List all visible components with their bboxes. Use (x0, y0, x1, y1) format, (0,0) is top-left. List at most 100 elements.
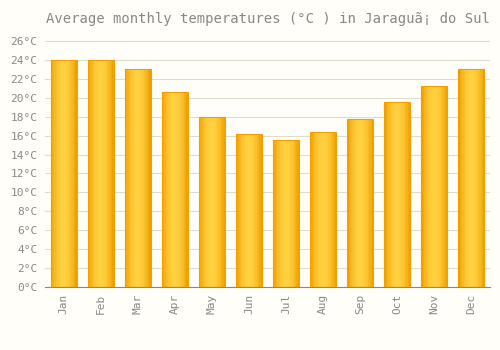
Bar (310, 132, 312, 287)
Bar (128, 69, 130, 287)
Bar (176, 92, 178, 287)
Bar (58, 60, 59, 287)
Bar (405, 103, 406, 287)
Bar (324, 132, 326, 287)
Bar (65, 60, 66, 287)
Bar (327, 132, 328, 287)
Bar (217, 117, 218, 287)
Bar (61, 60, 62, 287)
Bar (480, 69, 482, 287)
Bar (139, 69, 140, 287)
Bar (111, 60, 112, 287)
Bar (332, 132, 334, 287)
Bar (245, 134, 246, 287)
Bar (409, 103, 410, 287)
Bar (360, 119, 362, 287)
Bar (54, 60, 56, 287)
Bar (98, 60, 100, 287)
Bar (260, 134, 262, 287)
Bar (66, 60, 68, 287)
Bar (242, 134, 244, 287)
Bar (335, 132, 336, 287)
Bar (434, 86, 436, 287)
Bar (290, 140, 291, 287)
Bar (256, 134, 258, 287)
Bar (199, 117, 200, 287)
Bar (218, 117, 220, 287)
Bar (359, 119, 360, 287)
Bar (483, 69, 484, 287)
Bar (326, 132, 327, 287)
Bar (364, 119, 366, 287)
Bar (298, 140, 299, 287)
Bar (250, 134, 252, 287)
Bar (468, 69, 469, 287)
Bar (446, 86, 448, 287)
Bar (334, 132, 335, 287)
Bar (314, 132, 316, 287)
Bar (276, 140, 277, 287)
Bar (294, 140, 295, 287)
Bar (222, 117, 224, 287)
Bar (60, 60, 61, 287)
Bar (221, 117, 222, 287)
Bar (436, 86, 437, 287)
Bar (96, 60, 98, 287)
Bar (224, 117, 225, 287)
Bar (204, 117, 206, 287)
Bar (323, 132, 324, 287)
Bar (400, 103, 401, 287)
Bar (355, 119, 356, 287)
Bar (387, 103, 388, 287)
Bar (75, 60, 76, 287)
Bar (322, 132, 323, 287)
Bar (392, 103, 394, 287)
Bar (106, 60, 107, 287)
Bar (104, 60, 106, 287)
Bar (163, 92, 164, 287)
Bar (203, 117, 204, 287)
Bar (213, 117, 214, 287)
Bar (180, 92, 182, 287)
Bar (466, 69, 468, 287)
Bar (368, 119, 370, 287)
Bar (62, 60, 64, 287)
Bar (202, 117, 203, 287)
Bar (424, 86, 426, 287)
Bar (103, 60, 104, 287)
Bar (354, 119, 355, 287)
Bar (465, 69, 466, 287)
Bar (284, 140, 286, 287)
Bar (178, 92, 180, 287)
Bar (330, 132, 331, 287)
Bar (253, 134, 254, 287)
Bar (458, 69, 484, 287)
Bar (88, 60, 89, 287)
Bar (286, 140, 288, 287)
Bar (167, 92, 168, 287)
Bar (366, 119, 368, 287)
Bar (347, 119, 348, 287)
Bar (244, 134, 245, 287)
Bar (186, 92, 188, 287)
Bar (64, 60, 65, 287)
Bar (240, 134, 241, 287)
Bar (274, 140, 276, 287)
Bar (479, 69, 480, 287)
Bar (100, 60, 102, 287)
Bar (236, 134, 262, 287)
Bar (288, 140, 290, 287)
Bar (442, 86, 444, 287)
Bar (482, 69, 483, 287)
Bar (131, 69, 132, 287)
Bar (291, 140, 292, 287)
Bar (246, 134, 248, 287)
Bar (363, 119, 364, 287)
Bar (50, 60, 76, 287)
Bar (124, 69, 150, 287)
Bar (238, 134, 240, 287)
Bar (108, 60, 110, 287)
Bar (398, 103, 400, 287)
Bar (162, 92, 163, 287)
Bar (388, 103, 390, 287)
